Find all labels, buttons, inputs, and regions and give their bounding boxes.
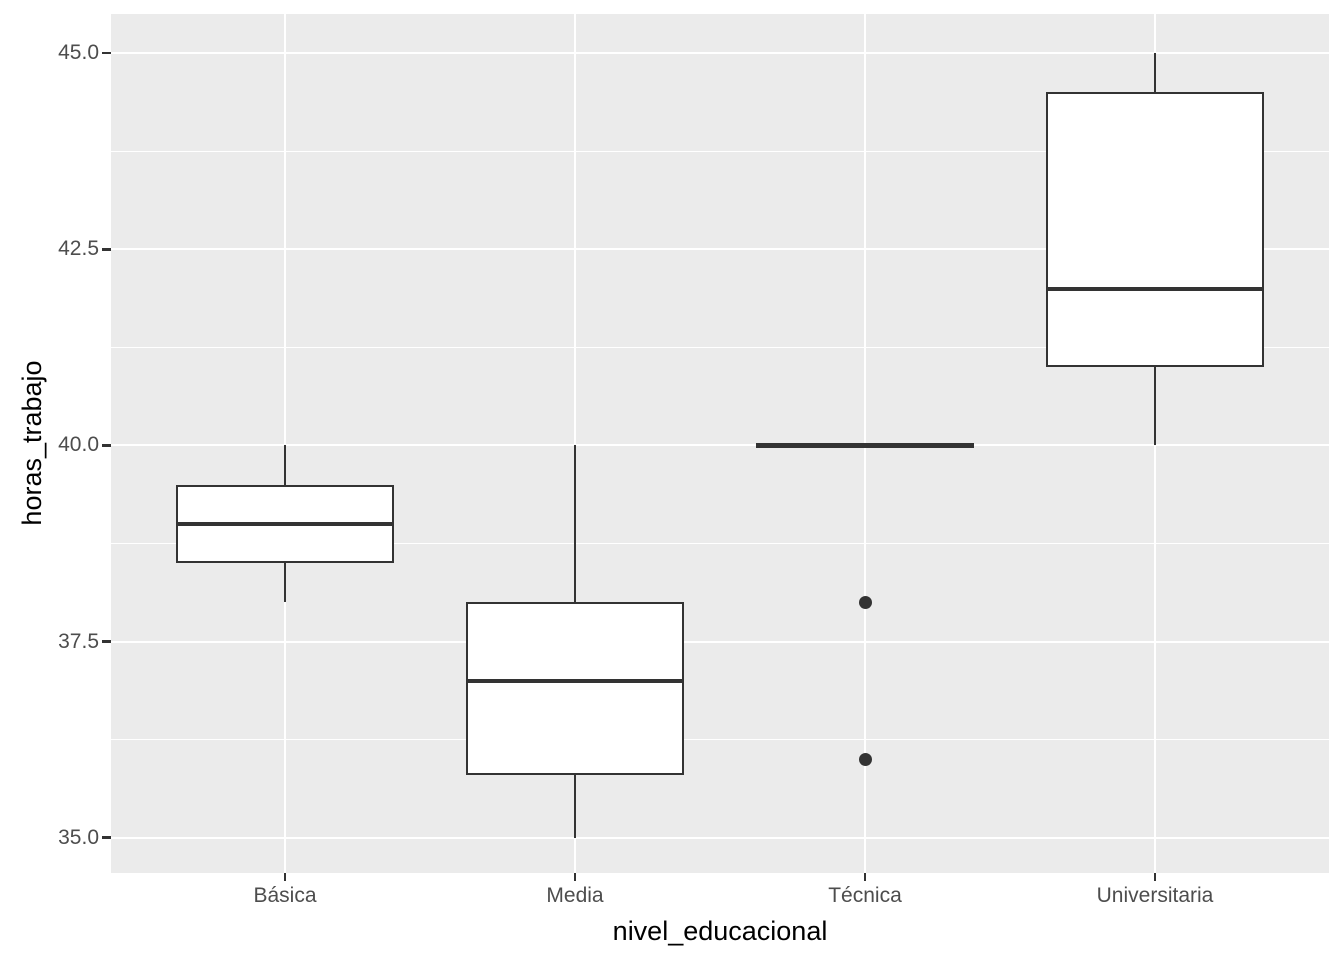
x-tick-mark <box>283 873 287 881</box>
plot-panel <box>111 14 1329 873</box>
y-tick-label: 45.0 <box>58 41 99 65</box>
y-tick-label: 37.5 <box>58 629 99 653</box>
whisker-upper <box>283 445 287 485</box>
median-line <box>466 678 684 683</box>
outlier-point <box>858 752 872 766</box>
median-line <box>176 521 394 526</box>
outlier-point <box>858 595 872 609</box>
box-1 <box>466 602 684 775</box>
y-major-gridline <box>111 640 1329 643</box>
y-tick-label: 35.0 <box>58 825 99 849</box>
whisker-upper <box>1153 53 1157 93</box>
y-minor-gridline <box>111 543 1329 545</box>
x-tick-label: Media <box>546 884 604 907</box>
whisker-upper <box>573 445 577 603</box>
y-tick-label: 42.5 <box>58 237 99 261</box>
y-minor-gridline <box>111 739 1329 741</box>
whisker-lower <box>1153 367 1157 446</box>
x-major-gridline <box>574 14 576 873</box>
y-major-gridline <box>111 444 1329 447</box>
y-major-gridline <box>111 836 1329 839</box>
x-tick-label: Técnica <box>828 884 902 907</box>
median-line <box>1046 286 1264 291</box>
y-tick-mark <box>102 444 111 447</box>
y-tick-mark <box>102 51 111 55</box>
y-tick-mark <box>102 836 111 839</box>
y-tick-label: 40.0 <box>58 433 99 457</box>
y-tick-mark <box>102 640 111 643</box>
y-major-gridline <box>111 52 1329 55</box>
x-major-gridline <box>284 14 286 873</box>
whisker-lower <box>283 563 287 603</box>
x-tick-label: Universitaria <box>1096 884 1214 907</box>
y-minor-gridline <box>111 346 1329 348</box>
whisker-lower <box>573 774 577 838</box>
y-tick-mark <box>102 248 111 251</box>
box-3 <box>1046 92 1264 367</box>
x-tick-mark <box>1153 873 1157 881</box>
x-tick-label: Básica <box>253 884 317 907</box>
x-axis-title: nivel_educacional <box>612 916 828 946</box>
y-major-gridline <box>111 248 1329 251</box>
x-tick-mark <box>573 873 577 881</box>
x-tick-mark <box>863 873 867 881</box>
median-line-collapsed <box>756 442 974 448</box>
y-minor-gridline <box>111 150 1329 152</box>
